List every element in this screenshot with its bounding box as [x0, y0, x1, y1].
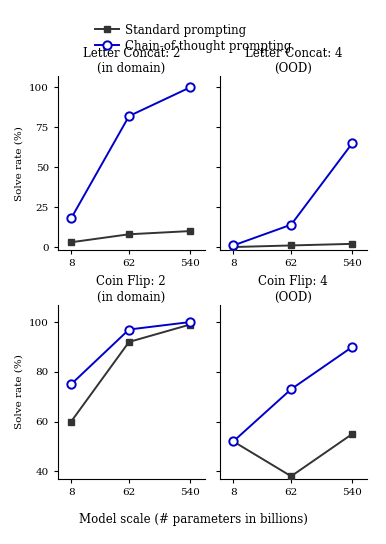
- Title: Coin Flip: 4
(OOD): Coin Flip: 4 (OOD): [259, 275, 328, 304]
- Text: Model scale (# parameters in billions): Model scale (# parameters in billions): [79, 513, 307, 526]
- Y-axis label: Solve rate (%): Solve rate (%): [14, 354, 24, 429]
- Title: Letter Concat: 2
(in domain): Letter Concat: 2 (in domain): [83, 47, 180, 75]
- Title: Letter Concat: 4
(OOD): Letter Concat: 4 (OOD): [245, 47, 342, 75]
- Title: Coin Flip: 2
(in domain): Coin Flip: 2 (in domain): [96, 275, 166, 304]
- Legend: Standard prompting, Chain-of-thought prompting: Standard prompting, Chain-of-thought pro…: [95, 23, 291, 53]
- Y-axis label: Solve rate (%): Solve rate (%): [14, 126, 24, 201]
